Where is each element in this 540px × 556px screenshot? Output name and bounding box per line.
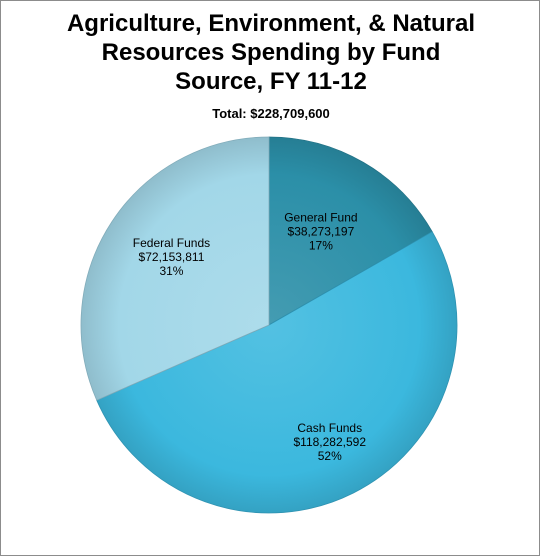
slice-value: $38,273,197 (288, 225, 355, 239)
chart-title-line-1: Agriculture, Environment, & Natural (66, 10, 476, 37)
slice-percent: 52% (318, 449, 342, 463)
slice-label-general-fund: General Fund $38,273,197 17% (284, 211, 357, 253)
chart-subtitle: Total: $228,709,600 (212, 106, 330, 121)
chart-title: Agriculture, Environment, & Natural Reso… (1, 9, 540, 96)
chart-title-line-2: Resources Spending by Fund (101, 39, 441, 66)
slice-label-federal-funds: Federal Funds $72,153,811 31% (133, 236, 210, 278)
pie-slice-cash-funds (96, 231, 458, 514)
slice-name: Federal Funds (133, 236, 210, 250)
slice-value: $72,153,811 (139, 250, 205, 264)
pie-slice-general-fund (268, 136, 433, 326)
slice-value: $118,282,592 (293, 435, 366, 449)
slice-percent: 31% (159, 264, 183, 278)
slice-label-cash-funds: Cash Funds $118,282,592 52% (293, 421, 366, 463)
slice-name: Cash Funds (297, 421, 362, 435)
pie-slice-federal-funds (80, 136, 270, 401)
slice-percent: 17% (309, 239, 333, 253)
slice-name: General Fund (284, 211, 357, 225)
chart-title-line-3: Source, FY 11-12 (175, 68, 367, 95)
